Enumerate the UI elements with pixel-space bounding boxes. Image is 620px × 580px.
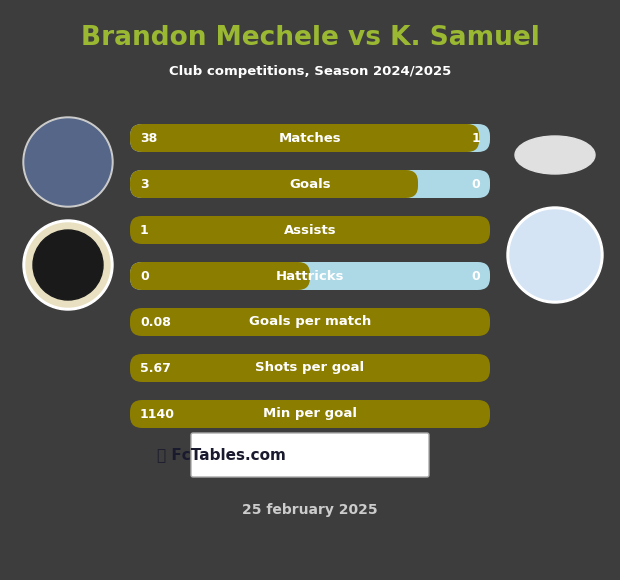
FancyBboxPatch shape (130, 170, 418, 198)
Text: Shots per goal: Shots per goal (255, 361, 365, 375)
FancyBboxPatch shape (130, 124, 490, 152)
Text: Min per goal: Min per goal (263, 408, 357, 420)
Circle shape (23, 220, 113, 310)
FancyBboxPatch shape (130, 262, 490, 290)
Circle shape (23, 117, 113, 207)
Ellipse shape (515, 136, 595, 174)
Text: 0: 0 (471, 270, 480, 282)
Text: Hattricks: Hattricks (276, 270, 344, 282)
Circle shape (25, 119, 111, 205)
FancyBboxPatch shape (191, 433, 429, 477)
Text: 25 february 2025: 25 february 2025 (242, 503, 378, 517)
Circle shape (26, 223, 110, 307)
Text: Club competitions, Season 2024/2025: Club competitions, Season 2024/2025 (169, 66, 451, 78)
Text: 0: 0 (140, 270, 149, 282)
Text: 5.67: 5.67 (140, 361, 171, 375)
FancyBboxPatch shape (130, 170, 490, 198)
Text: 0: 0 (471, 177, 480, 190)
Text: Matches: Matches (278, 132, 342, 144)
Text: Assists: Assists (284, 223, 336, 237)
Text: Brandon Mechele vs K. Samuel: Brandon Mechele vs K. Samuel (81, 25, 539, 51)
Text: 0.08: 0.08 (140, 316, 171, 328)
FancyBboxPatch shape (130, 400, 490, 428)
FancyBboxPatch shape (130, 124, 479, 152)
Text: 3: 3 (140, 177, 149, 190)
Circle shape (33, 230, 103, 300)
Text: 1140: 1140 (140, 408, 175, 420)
Text: 38: 38 (140, 132, 157, 144)
Text: Goals: Goals (289, 177, 331, 190)
Text: 📊 FcTables.com: 📊 FcTables.com (157, 448, 285, 462)
FancyBboxPatch shape (130, 354, 490, 382)
FancyBboxPatch shape (130, 262, 310, 290)
Text: 1: 1 (140, 223, 149, 237)
Text: 1: 1 (471, 132, 480, 144)
FancyBboxPatch shape (130, 216, 490, 244)
Text: Goals per match: Goals per match (249, 316, 371, 328)
Circle shape (507, 207, 603, 303)
Circle shape (510, 210, 600, 300)
FancyBboxPatch shape (130, 308, 490, 336)
